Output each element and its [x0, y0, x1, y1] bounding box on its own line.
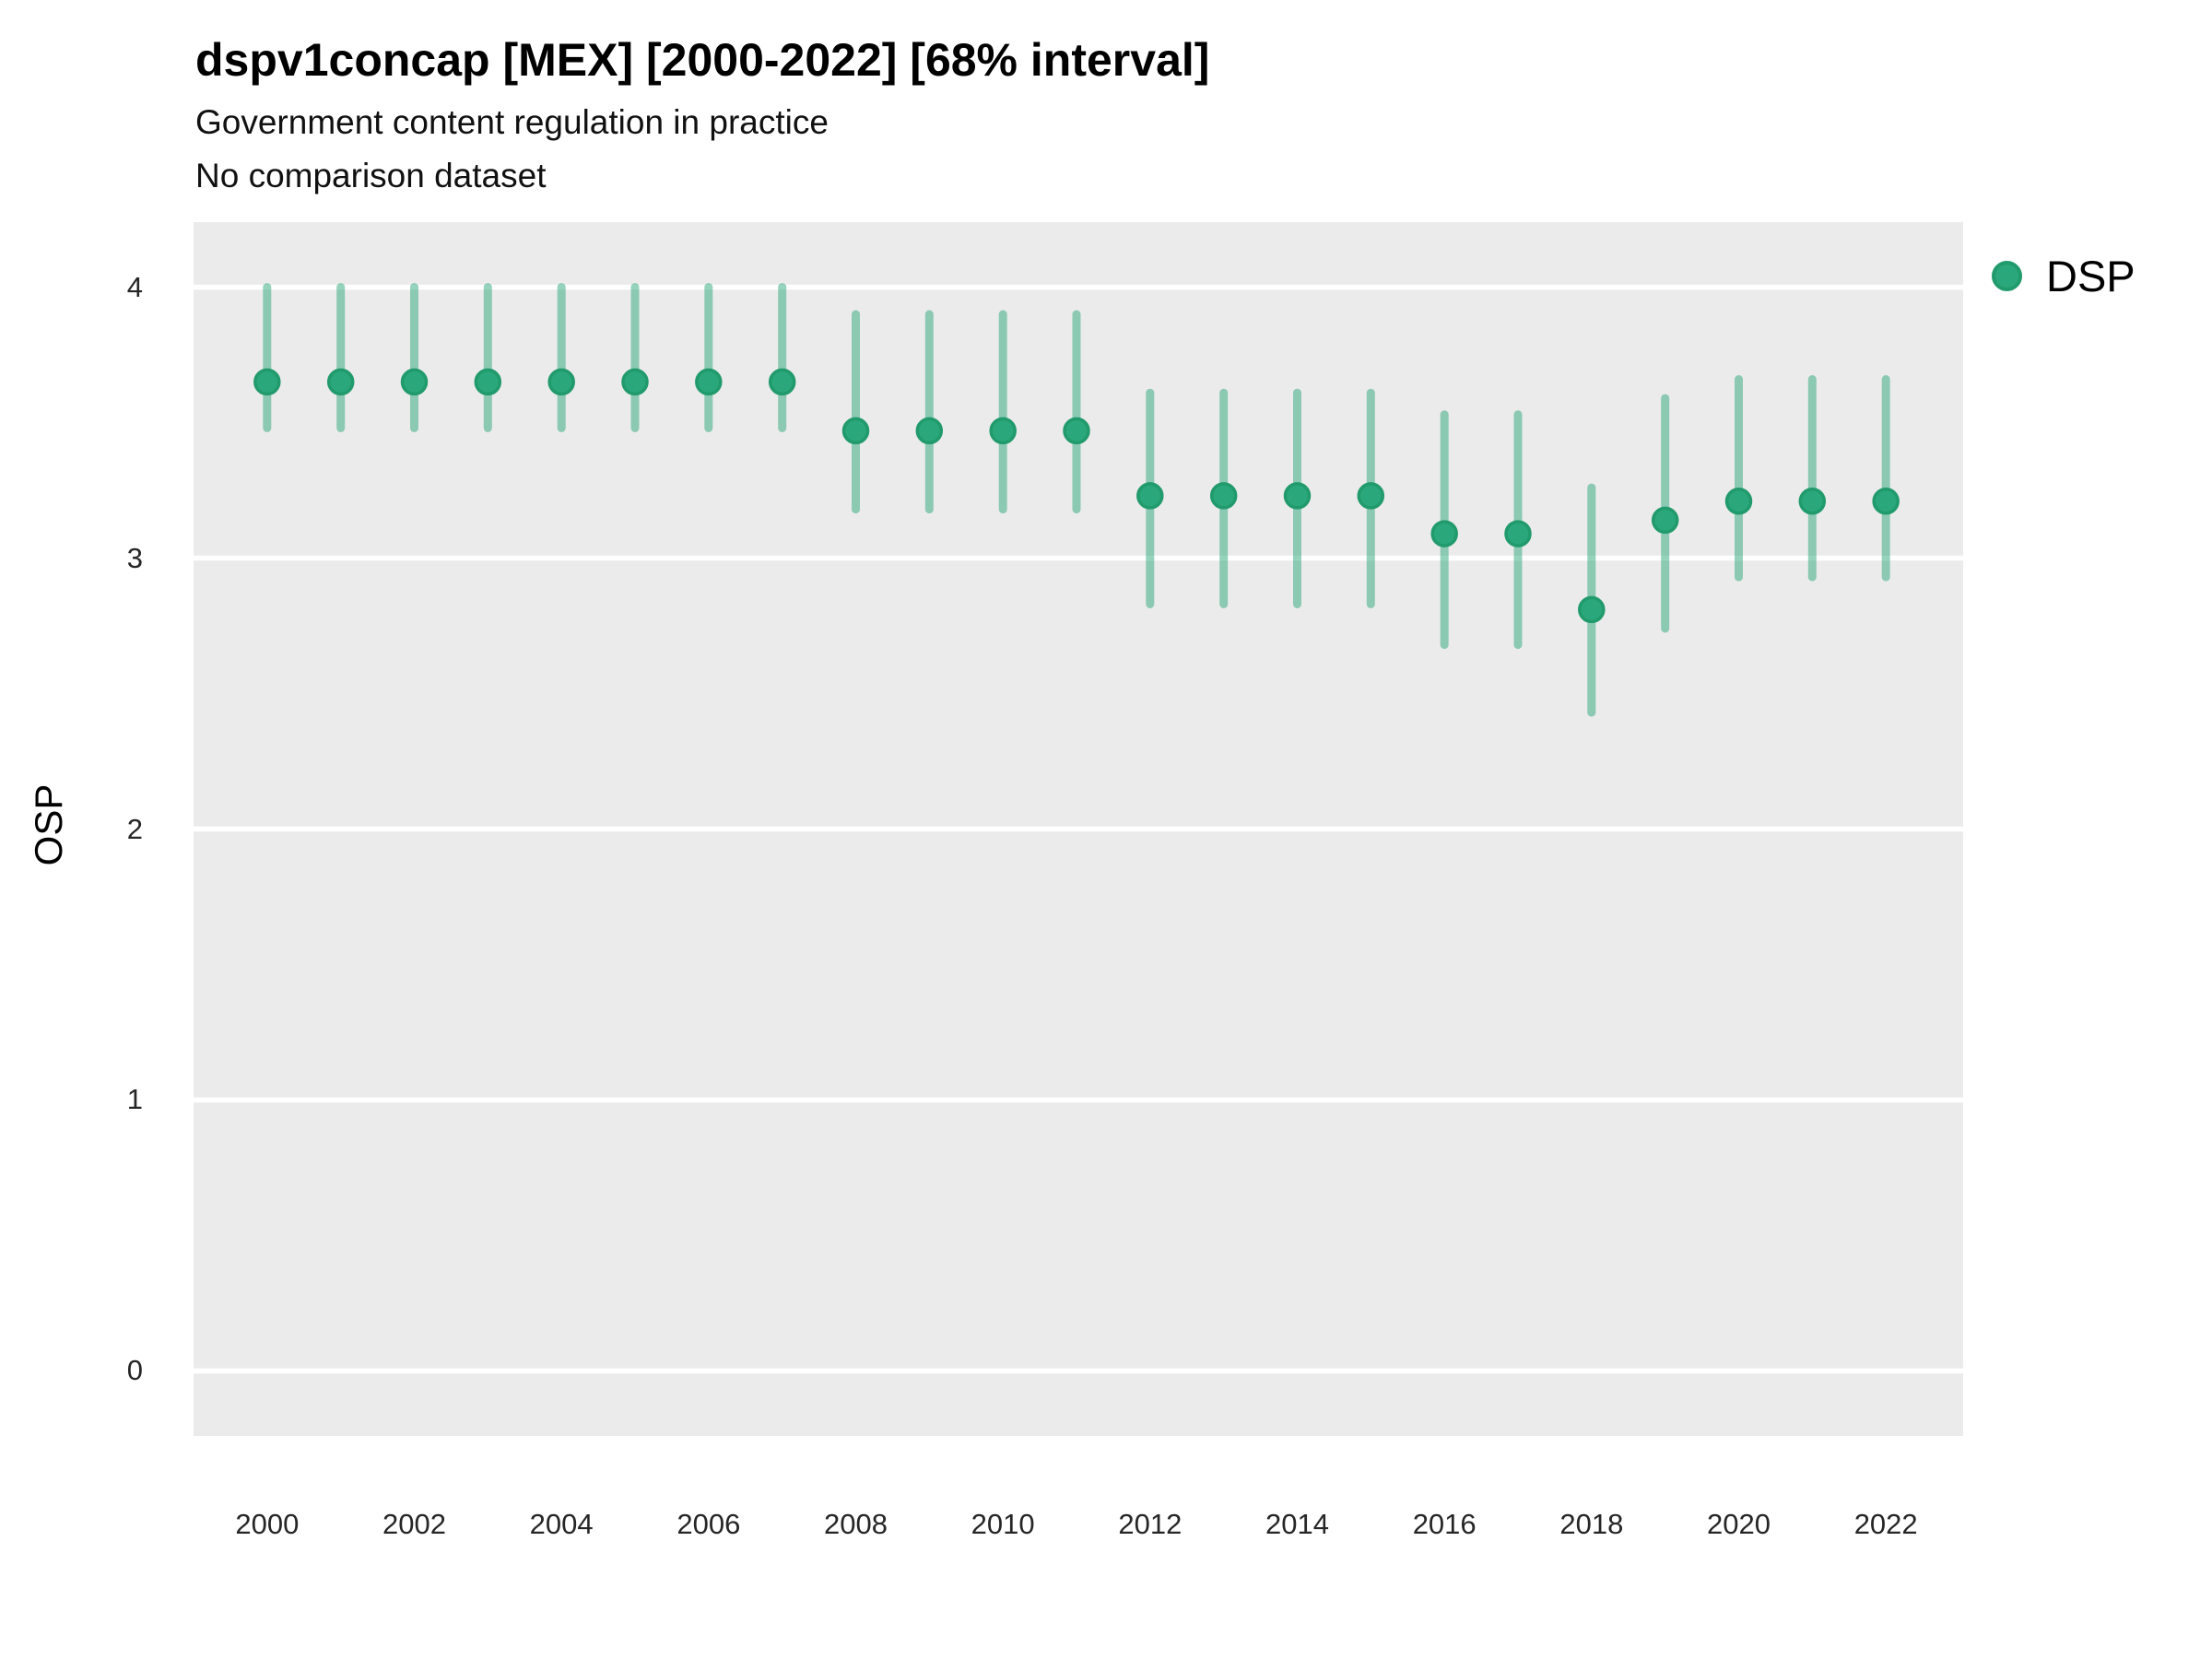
data-point-DSP-2022 [1872, 488, 1900, 515]
data-point-DSP-2000 [253, 368, 281, 396]
x-tick-label-2010: 2010 [971, 1508, 1035, 1540]
x-tick-label-2004: 2004 [529, 1508, 594, 1540]
y-tick-label-2: 2 [126, 812, 143, 845]
x-tick-label-2018: 2018 [1559, 1508, 1624, 1540]
chart-title: dspv1concap [MEX] [2000-2022] [68% inter… [195, 34, 1210, 86]
x-tick-label-2006: 2006 [677, 1508, 741, 1540]
x-tick-label-2012: 2012 [1118, 1508, 1182, 1540]
data-point-DSP-2019 [1651, 506, 1679, 535]
data-point-DSP-2006 [695, 368, 723, 396]
data-point-DSP-2018 [1578, 595, 1606, 624]
data-point-DSP-2020 [1724, 488, 1753, 515]
y-tick-label-4: 4 [126, 270, 143, 303]
legend-label: DSP [2046, 252, 2136, 300]
data-point-DSP-2005 [621, 368, 649, 396]
legend-point-icon [1992, 261, 2022, 291]
x-tick-label-2008: 2008 [824, 1508, 888, 1540]
data-point-DSP-2007 [768, 368, 796, 396]
x-tick-label-2020: 2020 [1707, 1508, 1771, 1540]
data-point-DSP-2008 [841, 417, 870, 445]
data-point-DSP-2016 [1430, 520, 1458, 547]
x-tick-label-2016: 2016 [1412, 1508, 1477, 1540]
y-tick-label-0: 0 [126, 1354, 143, 1387]
x-tick-label-2000: 2000 [235, 1508, 300, 1540]
data-point-DSP-2003 [474, 368, 502, 396]
data-point-DSP-2011 [1063, 417, 1090, 445]
plot-panel [194, 222, 1963, 1436]
x-tick-label-2022: 2022 [1853, 1508, 1918, 1540]
data-point-DSP-2013 [1209, 482, 1238, 510]
y-tick-label-1: 1 [126, 1083, 143, 1116]
data-point-DSP-2017 [1504, 520, 1532, 547]
x-tick-label-2014: 2014 [1265, 1508, 1329, 1540]
data-point-DSP-2015 [1357, 482, 1385, 510]
y-tick-label-3: 3 [126, 541, 143, 574]
plot-canvas [194, 283, 1963, 1374]
data-point-DSP-2002 [400, 368, 429, 396]
data-point-DSP-2009 [915, 417, 944, 445]
chart-note: No comparison dataset [195, 157, 547, 194]
data-point-DSP-2010 [989, 417, 1017, 445]
chart-subtitle: Government content regulation in practic… [195, 103, 829, 141]
x-tick-label-2002: 2002 [382, 1508, 446, 1540]
data-point-DSP-2014 [1283, 482, 1312, 510]
legend: DSP [1992, 251, 2136, 301]
data-point-DSP-2004 [547, 368, 575, 396]
data-point-DSP-2021 [1798, 488, 1827, 515]
data-point-DSP-2001 [326, 368, 355, 396]
data-point-DSP-2012 [1136, 482, 1164, 510]
